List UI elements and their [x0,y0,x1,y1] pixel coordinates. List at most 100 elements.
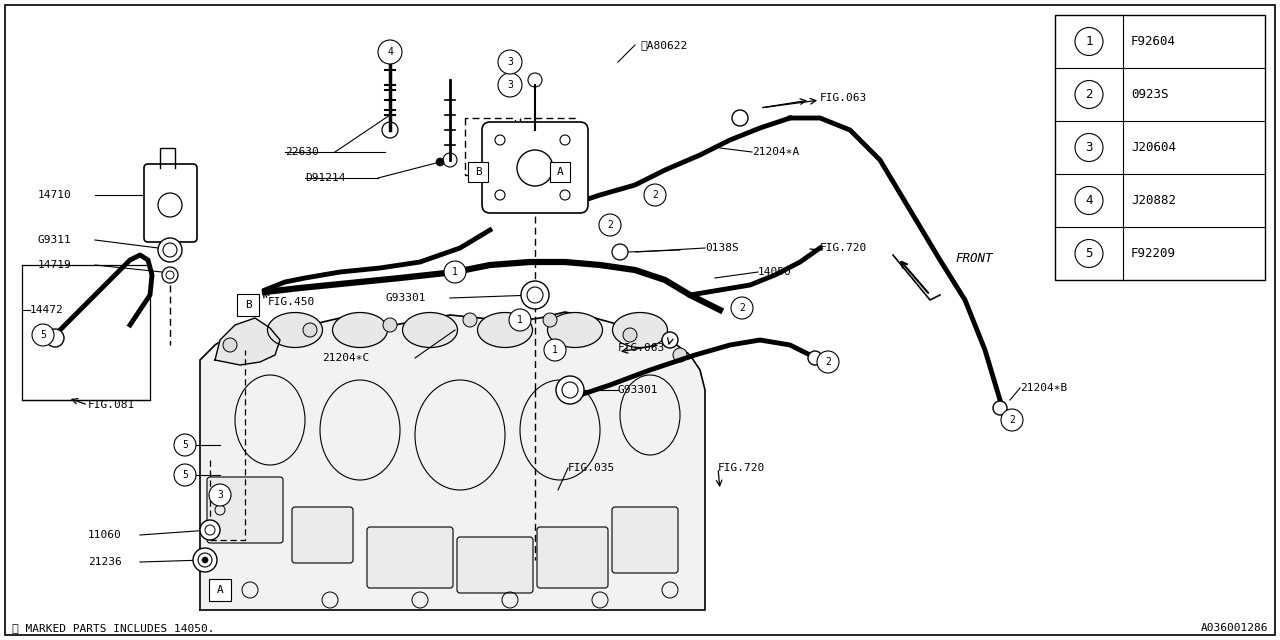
Text: FIG.720: FIG.720 [820,243,868,253]
Text: 21204∗A: 21204∗A [753,147,799,157]
Text: 4: 4 [1085,194,1093,207]
Circle shape [673,348,687,362]
Text: FIG.035: FIG.035 [568,463,616,473]
Circle shape [46,329,64,347]
Text: 1: 1 [517,315,524,325]
FancyBboxPatch shape [538,527,608,588]
Circle shape [436,158,444,166]
Polygon shape [215,318,280,365]
Text: 5: 5 [1085,247,1093,260]
Circle shape [731,297,753,319]
Text: FRONT: FRONT [955,252,992,264]
Bar [1055,15,1265,280]
Text: 14472: 14472 [29,305,64,315]
Text: 11060: 11060 [88,530,122,540]
Bar [468,162,488,182]
Circle shape [174,434,196,456]
Circle shape [383,318,397,332]
Text: 5: 5 [40,330,46,340]
Circle shape [808,351,822,365]
Text: 3: 3 [1085,141,1093,154]
Circle shape [498,73,522,97]
Circle shape [163,267,178,283]
FancyBboxPatch shape [612,507,678,573]
Ellipse shape [333,312,388,348]
Circle shape [223,338,237,352]
Text: F92604: F92604 [1132,35,1176,48]
Text: J20604: J20604 [1132,141,1176,154]
Circle shape [157,238,182,262]
Ellipse shape [402,312,457,348]
Text: A: A [216,585,224,595]
FancyBboxPatch shape [143,164,197,242]
Text: FIG.063: FIG.063 [820,93,868,103]
Bar [237,294,259,316]
Text: 5: 5 [182,470,188,480]
Text: 3: 3 [507,57,513,67]
Polygon shape [200,312,705,610]
Text: B: B [244,300,251,310]
Text: 0138S: 0138S [705,243,739,253]
Text: 2: 2 [652,190,658,200]
Bar [550,162,570,182]
Circle shape [556,376,584,404]
Text: ※ MARKED PARTS INCLUDES 14050.: ※ MARKED PARTS INCLUDES 14050. [12,623,215,633]
Text: D91214: D91214 [305,173,346,183]
Circle shape [498,50,522,74]
Text: 2: 2 [826,357,831,367]
Text: 21236: 21236 [88,557,122,567]
Circle shape [202,557,207,563]
Circle shape [174,464,196,486]
Text: 14710: 14710 [38,190,72,200]
Text: 3: 3 [218,490,223,500]
Text: 2: 2 [1085,88,1093,101]
Ellipse shape [613,312,667,348]
FancyBboxPatch shape [292,507,353,563]
Circle shape [544,339,566,361]
Circle shape [509,309,531,331]
FancyBboxPatch shape [367,527,453,588]
Text: A036001286: A036001286 [1201,623,1268,633]
Text: FIG.450: FIG.450 [268,297,315,307]
Circle shape [993,401,1007,415]
Text: 22630: 22630 [285,147,319,157]
Circle shape [662,332,678,348]
Text: 5: 5 [182,440,188,450]
Text: 2: 2 [607,220,613,230]
FancyBboxPatch shape [457,537,532,593]
Circle shape [1001,409,1023,431]
Ellipse shape [477,312,532,348]
Circle shape [200,520,220,540]
Circle shape [1075,81,1103,109]
Text: 14719: 14719 [38,260,72,270]
Circle shape [1075,186,1103,214]
Circle shape [644,184,666,206]
Text: FIG.081: FIG.081 [88,400,136,410]
Text: FIG.720: FIG.720 [718,463,765,473]
Circle shape [463,313,477,327]
Circle shape [521,281,549,309]
Circle shape [378,40,402,64]
Text: 1: 1 [552,345,558,355]
Text: FIG.063: FIG.063 [618,343,666,353]
Circle shape [623,328,637,342]
Text: G93301: G93301 [618,385,658,395]
Text: 14050: 14050 [758,267,792,277]
Text: J20882: J20882 [1132,194,1176,207]
Circle shape [209,484,230,506]
Circle shape [599,214,621,236]
Circle shape [732,110,748,126]
Bar [209,579,230,601]
Circle shape [32,324,54,346]
FancyBboxPatch shape [483,122,588,213]
Circle shape [817,351,838,373]
Text: G93301: G93301 [385,293,425,303]
FancyBboxPatch shape [207,477,283,543]
Text: G9311: G9311 [38,235,72,245]
Text: F92209: F92209 [1132,247,1176,260]
Text: 4: 4 [387,47,393,57]
Ellipse shape [268,312,323,348]
Circle shape [612,244,628,260]
Text: 21204∗B: 21204∗B [1020,383,1068,393]
Text: 2: 2 [739,303,745,313]
